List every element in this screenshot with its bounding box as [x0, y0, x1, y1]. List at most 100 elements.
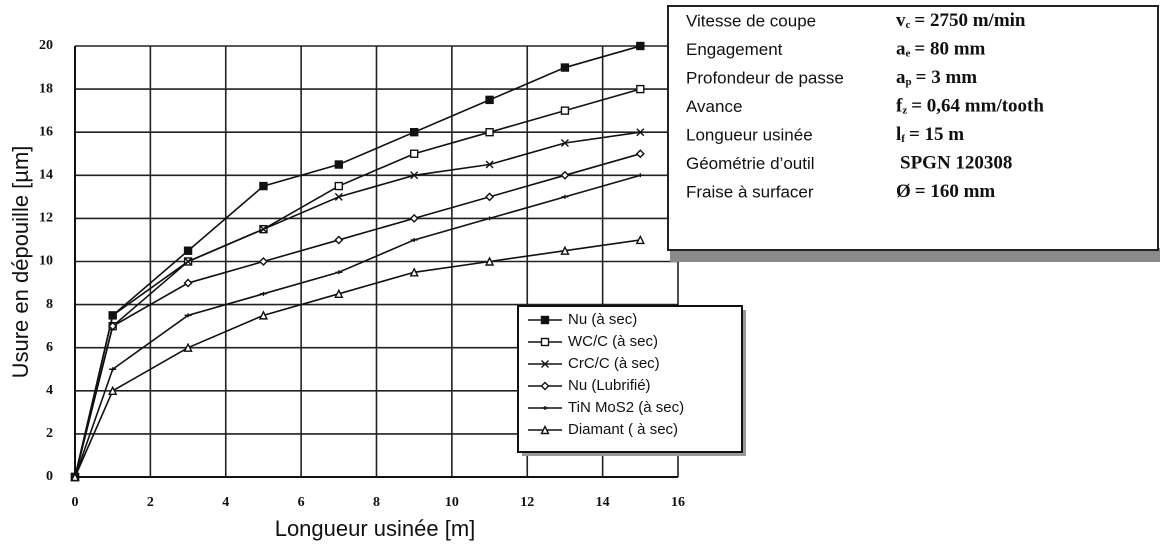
marker [540, 424, 550, 435]
y-tick-label: 14 [39, 168, 53, 183]
param-text: = 3 mm [916, 67, 978, 88]
param-label: Longueur usinée [686, 125, 813, 144]
marker [184, 313, 192, 318]
marker [560, 138, 569, 147]
marker [335, 270, 343, 275]
param-text: SPGN 120308 [900, 153, 1012, 174]
param-symbol: Ø [896, 181, 911, 202]
marker [183, 342, 193, 352]
marker [485, 160, 494, 169]
marker [409, 149, 419, 158]
param-value: SPGN 120308 [900, 153, 1012, 174]
param-label: Vitesse de coupe [686, 11, 816, 30]
param-symbol: a [896, 67, 906, 88]
param-value: lf = 15 m [896, 124, 964, 145]
param-sub: z [902, 104, 907, 116]
marker [259, 181, 268, 191]
marker [258, 257, 268, 266]
param-box [667, 5, 1159, 251]
param-text: = 15 m [909, 124, 964, 145]
y-tick-label: 10 [39, 254, 53, 269]
param-label: Profondeur de passe [686, 68, 844, 87]
marker [109, 367, 117, 372]
marker [485, 127, 494, 137]
legend-label: Nu (à sec) [568, 311, 637, 328]
marker [108, 311, 117, 320]
y-tick-label: 8 [46, 297, 53, 312]
param-sub: p [906, 76, 912, 88]
legend-box [517, 305, 743, 453]
marker [485, 192, 495, 202]
marker [108, 385, 118, 395]
x-tick-label: 14 [596, 495, 610, 510]
marker [409, 127, 419, 137]
param-text: = 160 mm [915, 181, 996, 202]
marker [541, 360, 549, 368]
x-tick-label: 0 [72, 495, 79, 510]
param-sub: f [901, 133, 905, 145]
marker [108, 321, 118, 331]
marker [334, 235, 344, 245]
marker [540, 337, 550, 347]
param-label: Fraise à surfacer [686, 182, 814, 201]
marker [540, 381, 550, 391]
y-tick-label: 12 [39, 211, 53, 226]
marker [635, 149, 645, 159]
marker [183, 246, 193, 255]
legend-label: WC/C (à sec) [568, 333, 658, 350]
y-axis-label: Usure en dépouille [µm] [8, 146, 33, 379]
marker [560, 245, 570, 255]
param-value: Ø = 160 mm [896, 181, 995, 202]
marker [334, 160, 344, 169]
x-tick-label: 12 [520, 495, 534, 510]
param-text: = 2750 m/min [914, 10, 1026, 31]
param-symbol: v [896, 10, 906, 31]
x-tick-label: 8 [373, 495, 380, 510]
param-sub: c [906, 19, 911, 31]
legend-label: CrC/C (à sec) [568, 355, 660, 372]
param-text: = 0,64 mm/tooth [911, 96, 1044, 117]
marker [636, 128, 645, 137]
param-value: ap = 3 mm [896, 67, 977, 88]
marker [636, 173, 644, 178]
marker [410, 237, 418, 242]
y-tick-label: 0 [46, 469, 53, 484]
y-tick-label: 4 [46, 383, 53, 398]
marker [70, 471, 80, 482]
marker [561, 194, 569, 199]
legend-label: Diamant ( à sec) [568, 421, 678, 438]
param-value: vc = 2750 m/min [896, 10, 1026, 31]
param-sub: e [906, 47, 911, 59]
marker [409, 213, 419, 223]
marker [183, 278, 193, 288]
x-axis-label: Longueur usinée [m] [275, 516, 476, 541]
param-shadow [670, 248, 1160, 262]
marker [334, 288, 344, 299]
y-tick-label: 20 [39, 38, 53, 53]
y-tick-label: 2 [46, 426, 53, 441]
marker [334, 192, 343, 201]
legend-label: TiN MoS2 (à sec) [568, 399, 684, 416]
param-symbol: f [896, 96, 903, 117]
marker [486, 216, 494, 221]
y-tick-label: 16 [39, 124, 53, 139]
marker [184, 257, 193, 266]
x-tick-label: 10 [445, 495, 459, 510]
param-label: Avance [686, 97, 742, 116]
marker [636, 41, 645, 51]
marker [540, 315, 550, 325]
marker [541, 406, 549, 410]
marker [334, 181, 344, 191]
marker [484, 256, 495, 266]
legend-label: Nu (Lubrifié) [568, 377, 651, 394]
y-tick-label: 6 [46, 340, 53, 355]
marker [560, 106, 570, 115]
param-value: fz = 0,64 mm/tooth [896, 96, 1044, 117]
marker [485, 95, 494, 105]
y-tick-label: 18 [39, 81, 53, 96]
marker [636, 84, 645, 94]
param-text: = 80 mm [914, 39, 985, 60]
marker [259, 291, 267, 296]
x-tick-label: 6 [298, 495, 305, 510]
param-symbol: a [896, 39, 906, 60]
